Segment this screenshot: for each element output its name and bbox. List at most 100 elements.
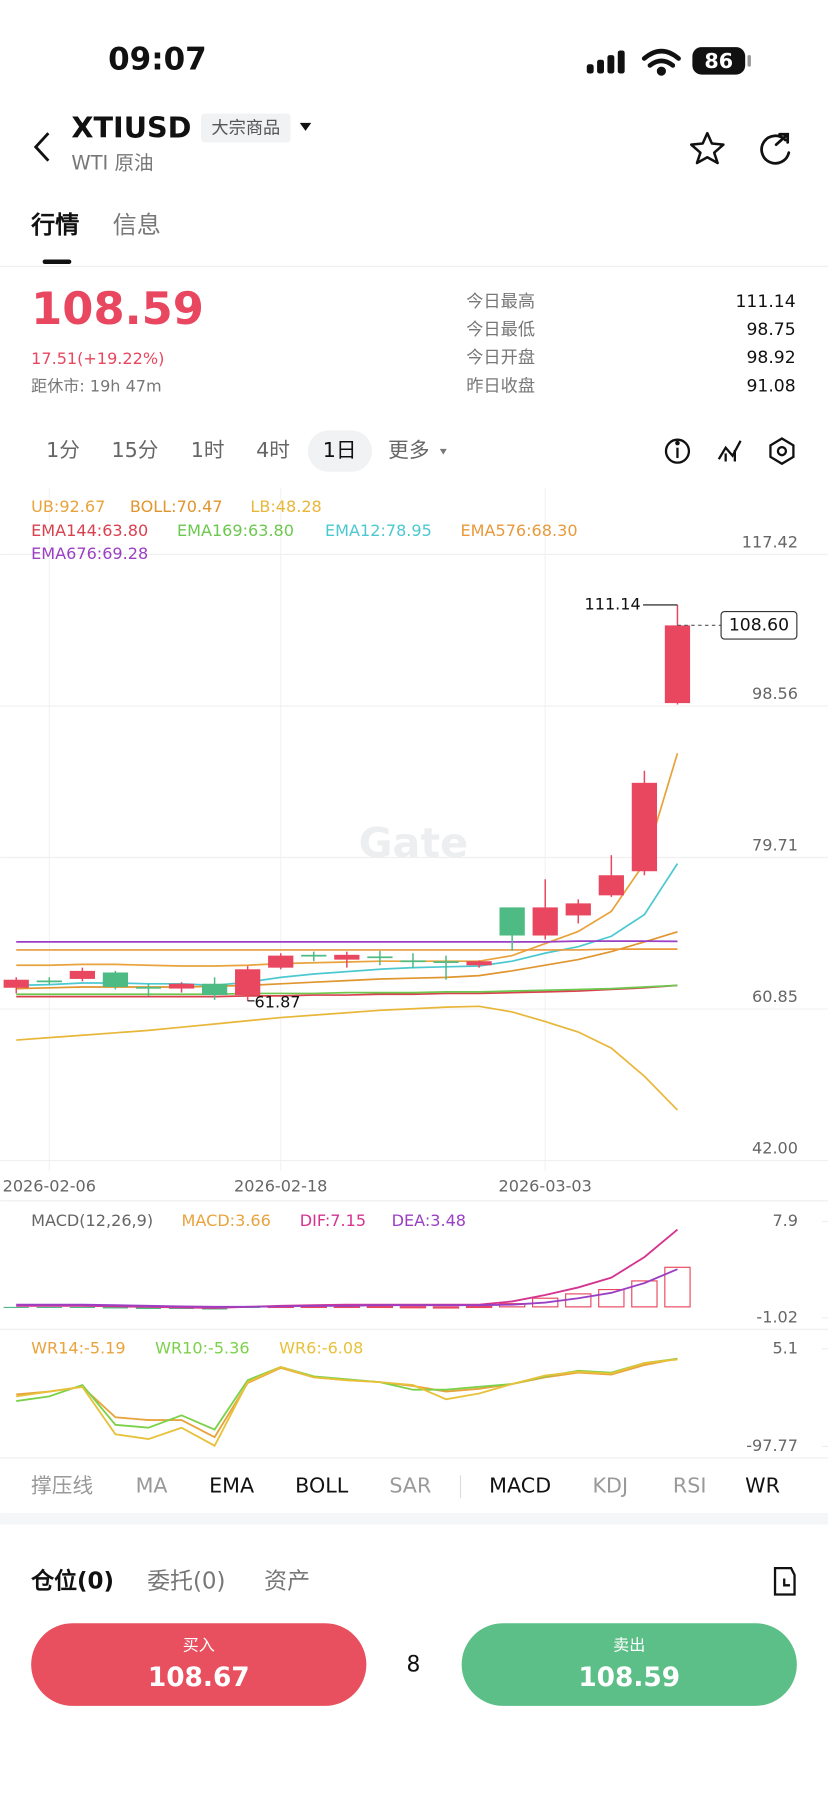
macd-bar	[135, 1306, 162, 1310]
info-button[interactable]	[664, 438, 691, 464]
quantity[interactable]: 8	[406, 1653, 420, 1678]
market-close-countdown: 距休市: 19h 47m	[31, 376, 162, 395]
section-gap	[0, 1513, 828, 1525]
candle-body	[3, 979, 29, 988]
legend-entry: DEA:3.48	[392, 1211, 466, 1230]
indicator-line	[16, 1005, 679, 1111]
buy-button[interactable]	[31, 1623, 367, 1706]
y-tick-label: 79.71	[752, 836, 798, 855]
indicator-line	[16, 948, 678, 951]
share-button[interactable]	[760, 132, 791, 165]
legend-entry: WR6:-6.08	[279, 1338, 363, 1357]
indicator-tab[interactable]: 撑压线	[31, 1474, 93, 1498]
legend-entry: WR14:-5.19	[31, 1338, 125, 1357]
indicator-tab[interactable]: KDJ	[593, 1474, 629, 1498]
indicator-button[interactable]	[717, 440, 742, 462]
candle-body	[367, 956, 393, 959]
panel-title: MACD(12,26,9)	[31, 1211, 153, 1230]
legend-entry: EMA12:78.95	[325, 521, 432, 540]
low-label: 61.87	[255, 993, 301, 1012]
last-price-label: 108.60	[729, 615, 789, 635]
more-dropdown[interactable]	[439, 448, 447, 455]
indicator-tab[interactable]: MACD	[489, 1474, 551, 1498]
legend-entry: LB:48.28	[250, 497, 321, 516]
candle-body	[268, 955, 294, 968]
last-price: 108.59	[31, 282, 204, 335]
stat-value: 98.92	[746, 348, 795, 368]
interval-tab[interactable]: 1时	[191, 438, 225, 462]
tab[interactable]: 信息	[113, 211, 161, 239]
interval-tab[interactable]: 更多	[388, 438, 429, 462]
candle-body	[102, 972, 129, 987]
macd-bar	[36, 1306, 62, 1309]
legend-entry: EMA576:68.30	[460, 521, 577, 540]
interval-tab[interactable]: 4时	[256, 438, 290, 462]
macd-bar	[432, 1306, 460, 1309]
legend-entry: EMA144:63.80	[31, 521, 148, 540]
buy-label: 买入	[183, 1636, 215, 1655]
back-button[interactable]	[33, 132, 50, 162]
settings-button[interactable]	[769, 437, 795, 466]
candle-body	[565, 903, 591, 916]
stat-value: 111.14	[735, 292, 795, 312]
indicator-tab[interactable]: RSI	[673, 1474, 707, 1498]
y-tick-label: -1.02	[756, 1307, 798, 1326]
indicator-tab[interactable]: EMA	[209, 1474, 254, 1498]
tab-active[interactable]: 行情	[30, 211, 79, 239]
candle-body	[69, 970, 95, 979]
battery-cap	[747, 55, 751, 67]
interval-tab[interactable]: 15分	[112, 438, 159, 462]
candle-body	[400, 960, 426, 963]
indicator-line	[16, 940, 678, 943]
buy-price: 108.67	[148, 1662, 250, 1693]
y-tick-label: 42.00	[752, 1139, 798, 1158]
candle-body	[664, 625, 691, 704]
candle-body	[201, 983, 228, 995]
position-tabs: 仓位(0) 委托(0) 资产	[30, 1567, 310, 1594]
indicator-line	[16, 1228, 679, 1309]
stat-label: 今日最高	[466, 292, 535, 312]
category-tag: 大宗商品	[211, 119, 280, 139]
stat-value: 98.75	[746, 320, 795, 340]
sell-button[interactable]	[461, 1623, 797, 1706]
favorite-button[interactable]	[689, 131, 725, 165]
macd-bar	[69, 1306, 95, 1309]
stat-label: 今日最低	[466, 320, 535, 340]
symbol: XTIUSD	[71, 111, 191, 145]
indicator-line	[16, 1268, 678, 1308]
legend-entry: EMA676:69.28	[31, 544, 148, 563]
x-tick-label: 2026-03-03	[499, 1176, 592, 1195]
sell-label: 卖出	[613, 1636, 645, 1655]
candle-body	[631, 782, 658, 872]
charts: 2026-02-06 2026-02-18 2026-03-03 42.00 60.85…	[0, 487, 828, 1455]
interval-tab[interactable]: 1分	[46, 438, 80, 462]
candle-body	[235, 969, 261, 995]
status-time: 09:07	[108, 41, 207, 77]
legend-entry: MACD:3.66	[182, 1211, 271, 1230]
watermark: Gate	[359, 819, 469, 867]
position-tab[interactable]: 资产	[264, 1568, 310, 1594]
indicator-line	[16, 1358, 678, 1447]
macd-bar	[631, 1280, 658, 1308]
indicator-tab[interactable]: SAR	[389, 1474, 431, 1498]
indicator-tab[interactable]: BOLL	[295, 1474, 349, 1498]
history-button[interactable]	[773, 1566, 796, 1596]
position-tab[interactable]: 委托(0)	[147, 1568, 225, 1594]
indicator-tab[interactable]: WR	[745, 1474, 780, 1498]
legend-entry: EMA169:63.80	[177, 521, 294, 540]
indicator-tab[interactable]: MA	[136, 1474, 168, 1498]
candle-body	[433, 961, 459, 963]
y-tick-label: 5.1	[772, 1338, 798, 1357]
candle-body	[135, 986, 162, 989]
candle-body	[466, 961, 492, 966]
legend-entry: DIF:7.15	[300, 1211, 366, 1230]
symbol-subtitle: WTI 原油	[71, 152, 153, 175]
candle-body	[499, 907, 525, 936]
position-tab[interactable]: 仓位(0)	[30, 1567, 114, 1594]
candle-body	[334, 954, 360, 960]
macd-bar	[465, 1305, 493, 1309]
y-tick-label: 117.42	[742, 532, 798, 551]
interval-tab[interactable]: 1日	[323, 438, 357, 462]
symbol-dropdown[interactable]	[299, 122, 312, 131]
